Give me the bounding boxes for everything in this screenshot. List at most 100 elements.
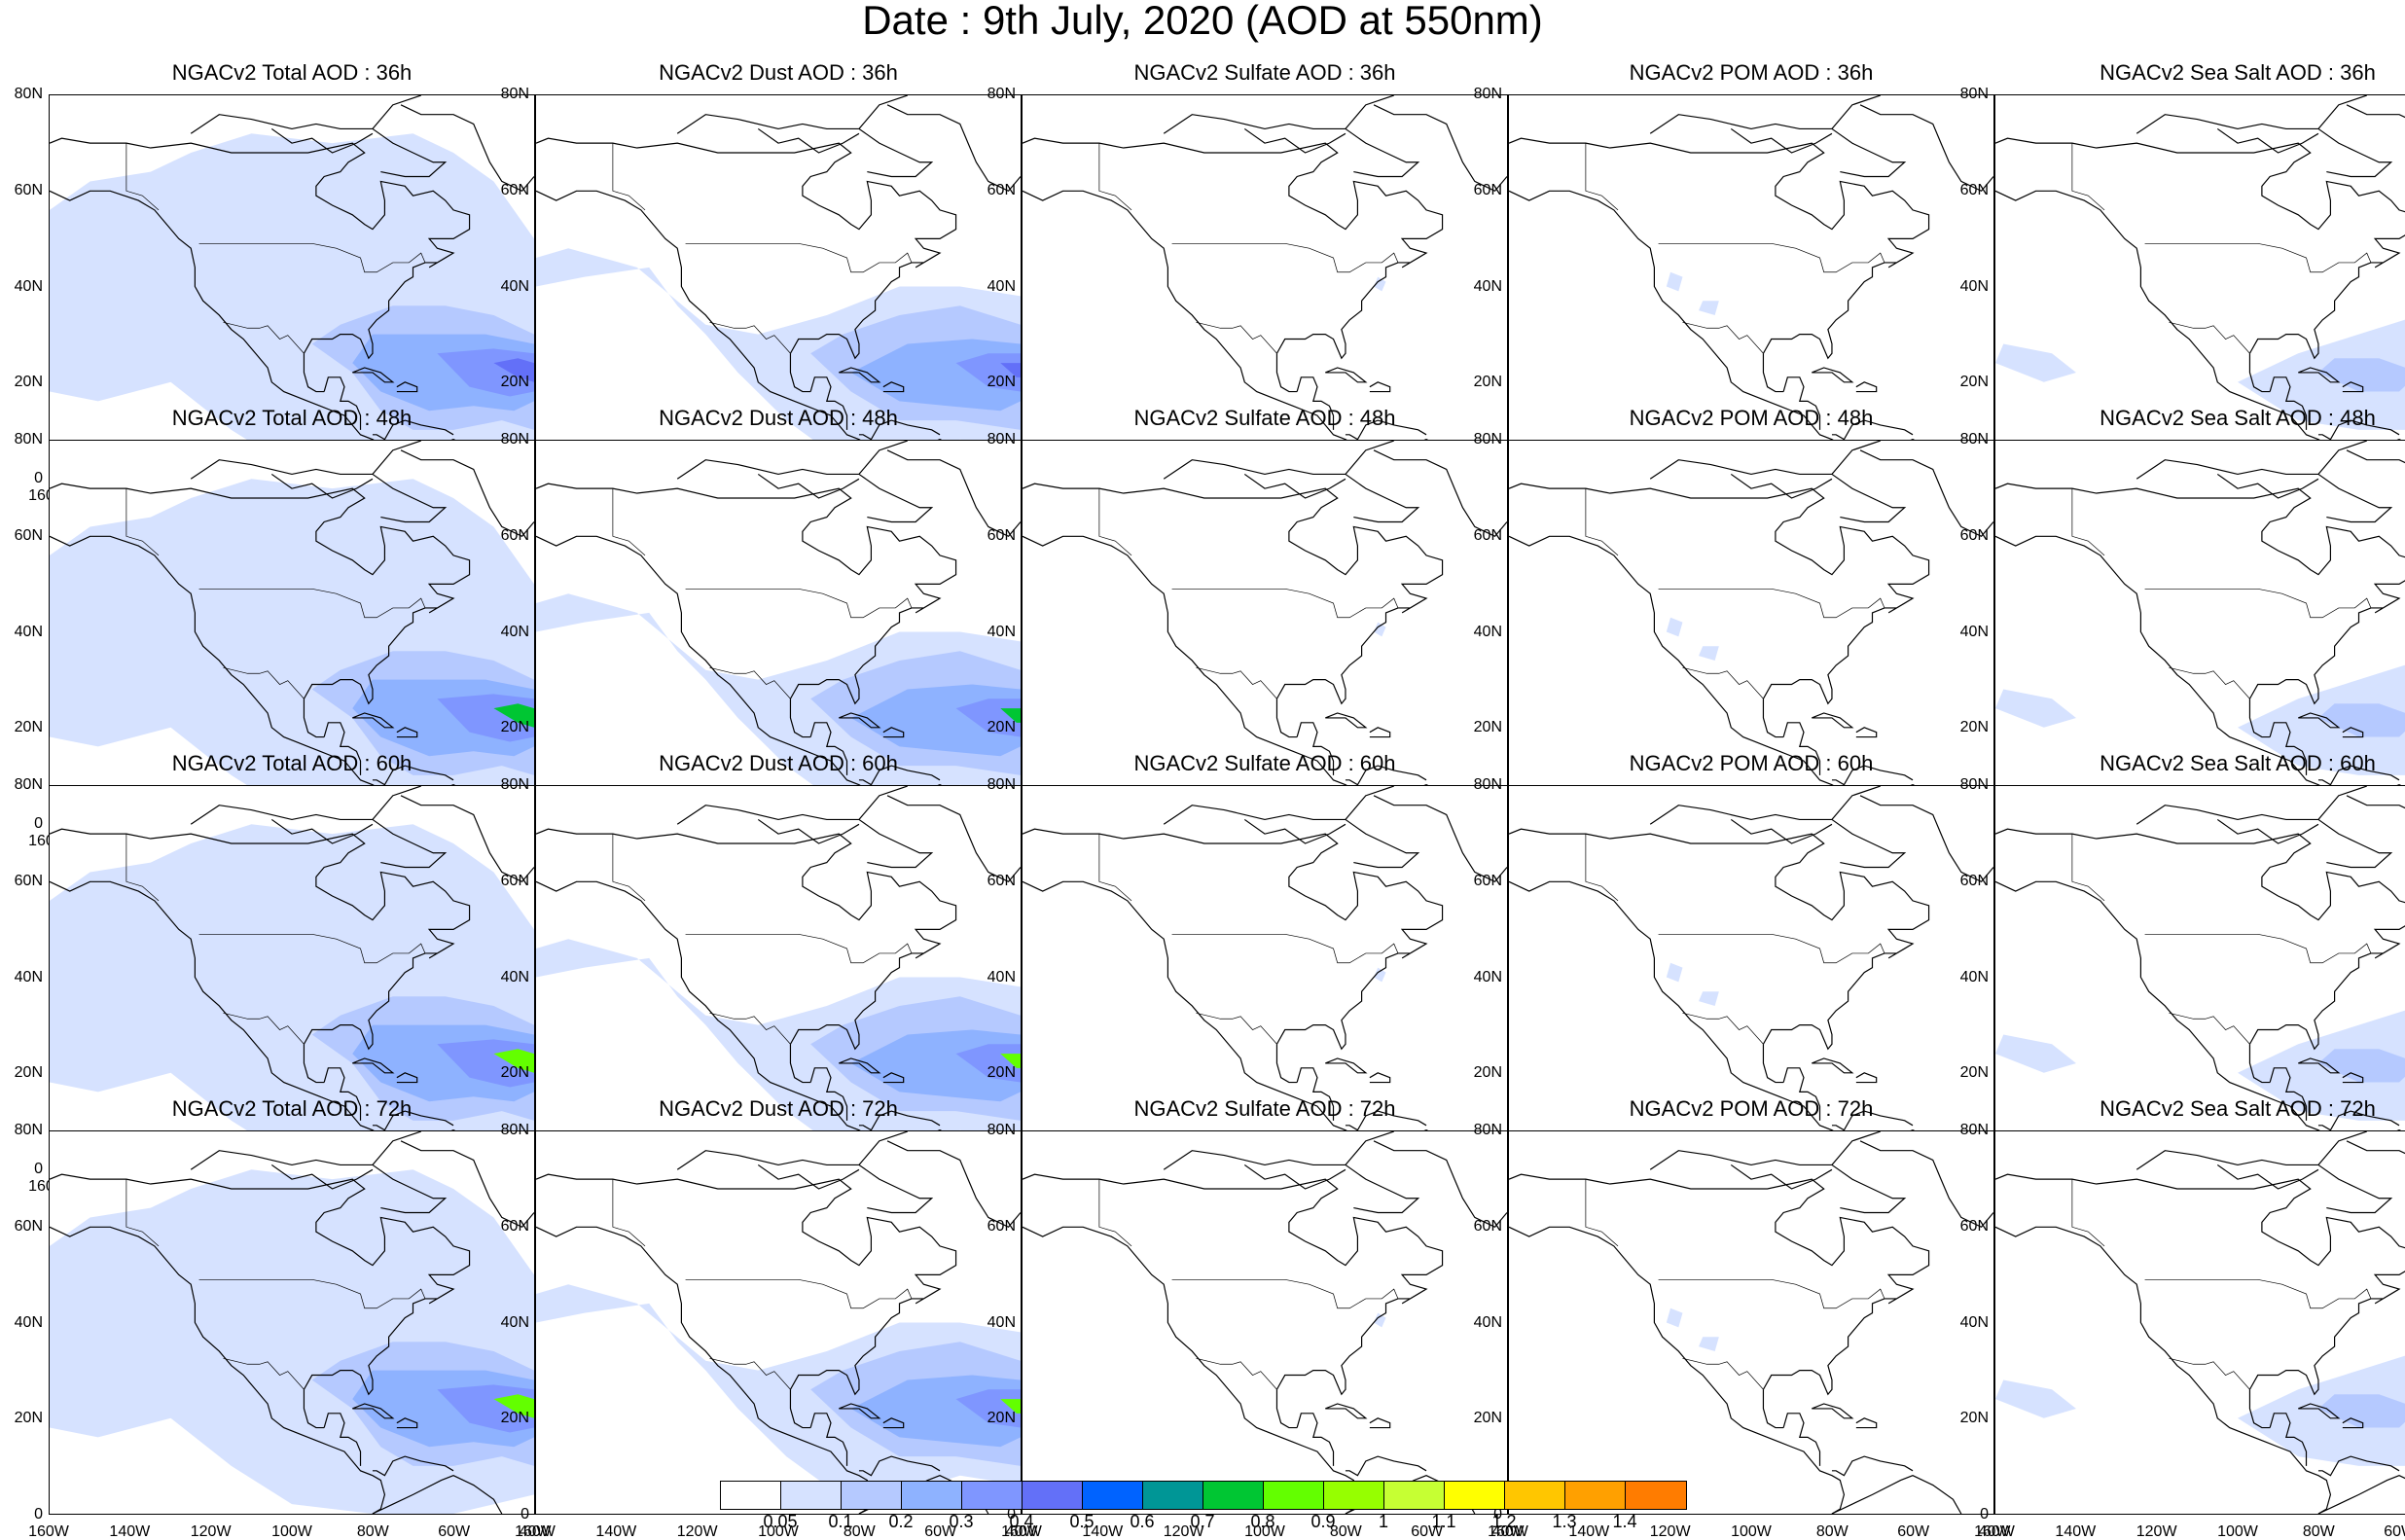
coastline <box>789 1389 811 1429</box>
coastline <box>270 818 374 844</box>
coastline <box>858 818 934 869</box>
country-border <box>2144 1278 2372 1309</box>
map-frame <box>1508 785 1994 1169</box>
country-border <box>198 1278 426 1309</box>
coastline <box>809 1413 848 1466</box>
coastline <box>2317 1110 2400 1131</box>
coastline <box>1855 1417 1878 1429</box>
lat-tick-label: 20N <box>14 374 43 391</box>
aod-contour-region <box>2317 1394 2405 1428</box>
lat-tick-label: 60N <box>1473 872 1502 889</box>
aod-contour-region <box>955 353 1021 392</box>
coastline <box>1325 1403 1368 1419</box>
map-frame <box>1508 1130 1994 1515</box>
coastline <box>1345 1455 1427 1477</box>
colorbar-swatch <box>721 1482 781 1509</box>
coastline <box>1831 765 1914 786</box>
aod-map-pom <box>1509 441 1993 823</box>
coastline <box>1995 828 2405 1051</box>
map-frame <box>1022 785 1508 1169</box>
country-border <box>2071 488 2105 556</box>
aod-contour-region <box>2317 358 2405 392</box>
lat-tick-label: 40N <box>987 1313 1016 1331</box>
lat-tick-label: 0 <box>34 1506 43 1522</box>
country-border <box>198 933 426 964</box>
coastline <box>882 1072 905 1084</box>
coastline <box>1163 1131 1394 1170</box>
country-border <box>1585 1179 1619 1247</box>
coastline <box>372 765 454 786</box>
lon-tick-label: 60W <box>2384 1523 2405 1540</box>
coastline <box>2342 1072 2364 1084</box>
coastline <box>757 818 860 844</box>
coastline <box>50 483 471 705</box>
coastline <box>303 698 325 738</box>
lat-tick-label: 0 <box>520 1506 529 1522</box>
map-panel: NGACv2 Sea Salt AOD : 48h80N60N40N20N016… <box>1960 406 2405 849</box>
coastline <box>886 449 1021 538</box>
lat-tick-label: 60N <box>1959 181 1989 198</box>
map-frame <box>1022 94 1508 479</box>
coastline <box>2346 104 2405 119</box>
map-panel: NGACv2 Total AOD : 36h80N60N40N20N0160W1… <box>15 60 552 504</box>
coastline <box>1296 1413 1335 1466</box>
coastline <box>1243 127 1346 154</box>
colorbar-swatch <box>842 1482 902 1509</box>
coastline <box>536 190 873 478</box>
coastline <box>2136 1131 2367 1170</box>
coastline <box>2317 818 2393 869</box>
colorbar-swatch <box>1445 1482 1505 1509</box>
coastline <box>676 1131 908 1170</box>
coastline <box>789 353 811 393</box>
map-panel: NGACv2 Total AOD : 72h 80N 60N 40N 20N 0 160W 1… <box>15 1096 552 1540</box>
lat-tick-label: 80N <box>500 86 529 102</box>
lat-tick-label: 20N <box>500 1064 529 1082</box>
coastline <box>886 795 1021 883</box>
coastline <box>1509 137 1930 360</box>
map-panel: NGACv2 Dust AOD : 72h 80N 60N 40N 20N 0 160W 14… <box>501 1096 1038 1540</box>
aod-contour-region <box>1995 1379 2076 1418</box>
coastline <box>1345 419 1427 441</box>
coastline <box>372 1164 448 1214</box>
aod-map-seasalt <box>1995 786 2405 1168</box>
country-border <box>198 242 426 273</box>
country-border <box>685 933 913 964</box>
coastline <box>882 381 905 393</box>
country-border <box>1658 242 1885 273</box>
country-border <box>1098 834 1132 902</box>
lat-tick-label: 40N <box>14 623 43 640</box>
map-frame <box>49 440 535 824</box>
panel-title: NGACv2 Sea Salt AOD : 48h <box>2100 406 2376 430</box>
lat-tick-label: 60N <box>1959 1217 1989 1235</box>
coastline <box>1859 104 1993 193</box>
coastline <box>1855 727 1878 738</box>
coastline <box>352 1057 395 1074</box>
coastline <box>2317 1164 2393 1214</box>
lat-tick-label: 80N <box>1473 431 1502 448</box>
coastline <box>1275 698 1298 738</box>
colorbar-swatch <box>1384 1482 1445 1509</box>
country-border <box>1098 488 1132 556</box>
coastline <box>1859 1140 1993 1229</box>
aod-map-sulfate <box>1023 1131 1507 1514</box>
coastline <box>1730 127 1833 154</box>
coastline <box>2248 1044 2271 1084</box>
lat-tick-label: 20N <box>1959 1410 1989 1427</box>
lon-tick-label: 160W <box>28 1523 69 1540</box>
coastline <box>1831 127 1907 178</box>
lat-tick-label: 60N <box>14 872 43 889</box>
lon-tick-label: 160W <box>515 1523 556 1540</box>
coastline <box>536 1226 873 1514</box>
colorbar-swatch <box>781 1482 842 1509</box>
coastline <box>1649 1131 1881 1170</box>
aod-contour-region <box>1000 708 1021 723</box>
lat-tick-label: 20N <box>14 719 43 736</box>
lat-tick-label: 0 <box>1493 1506 1502 1522</box>
country-border <box>709 666 791 699</box>
aod-map-dust <box>536 1131 1021 1514</box>
panel-title: NGACv2 Sea Salt AOD : 72h <box>2100 1096 2376 1121</box>
coastline <box>757 1164 860 1190</box>
lat-tick-label: 80N <box>1473 776 1502 793</box>
coastline <box>190 441 421 480</box>
lat-tick-label: 0 <box>1007 1506 1016 1522</box>
